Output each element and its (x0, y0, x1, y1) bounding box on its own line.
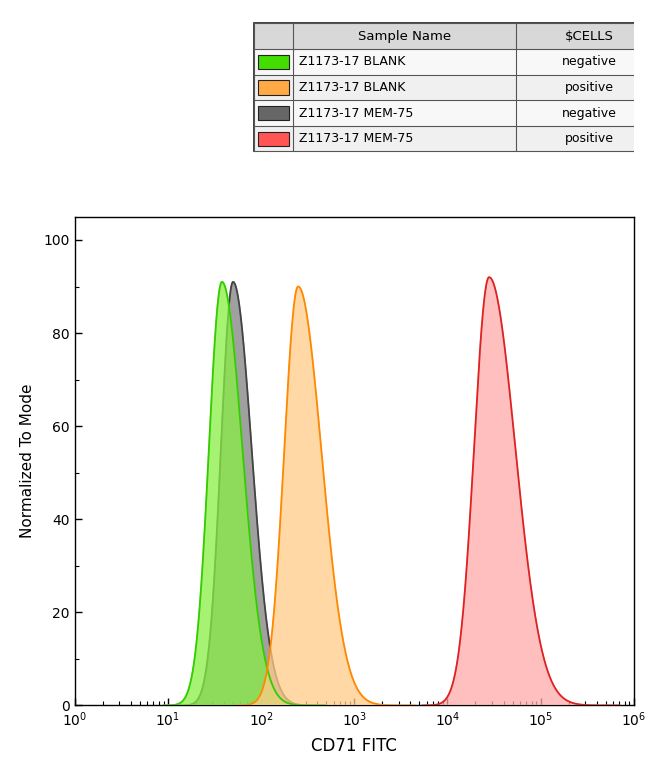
Bar (254, 75, 650, 100)
Bar (254, 126, 650, 151)
Bar (254, 23, 650, 151)
Text: Sample Name: Sample Name (358, 30, 451, 43)
Bar (258, 55, 289, 69)
Text: $CELLS: $CELLS (565, 30, 614, 43)
X-axis label: CD71 FITC: CD71 FITC (311, 737, 397, 756)
Bar (258, 106, 289, 120)
Text: Z1173-17 BLANK: Z1173-17 BLANK (300, 81, 406, 94)
Text: Z1173-17 MEM-75: Z1173-17 MEM-75 (300, 132, 414, 145)
Text: positive: positive (565, 81, 614, 94)
Bar (254, 100, 650, 126)
Text: Z1173-17 BLANK: Z1173-17 BLANK (300, 56, 406, 69)
Text: negative: negative (562, 56, 616, 69)
Polygon shape (422, 278, 619, 705)
Bar (254, 49, 650, 75)
Text: negative: negative (562, 106, 616, 120)
Polygon shape (179, 282, 326, 705)
Polygon shape (235, 287, 415, 705)
Polygon shape (163, 282, 324, 705)
Text: positive: positive (565, 132, 614, 145)
Y-axis label: Normalized To Mode: Normalized To Mode (20, 384, 35, 538)
Bar (254, 23, 650, 49)
Bar (258, 80, 289, 95)
Text: Z1173-17 MEM-75: Z1173-17 MEM-75 (300, 106, 414, 120)
Bar (258, 132, 289, 146)
